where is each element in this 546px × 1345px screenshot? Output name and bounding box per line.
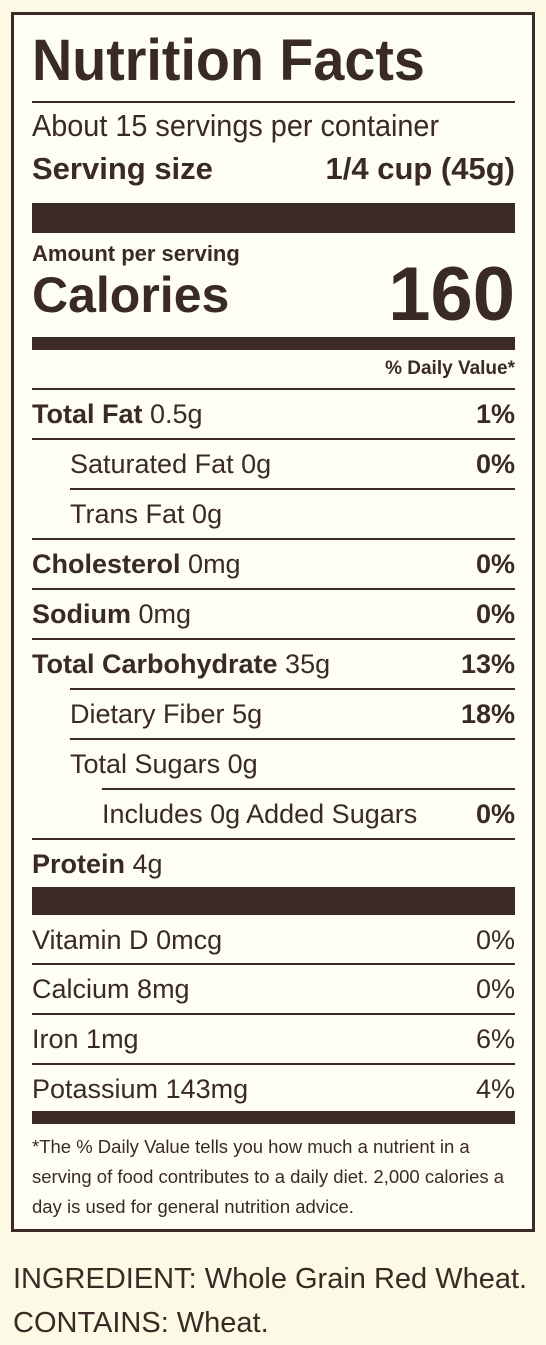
divider-thin: [32, 588, 515, 590]
nutrient-name: Total Sugars: [70, 749, 221, 779]
vitamin-amount: 0mcg: [156, 925, 223, 955]
ingredients-statement: INGREDIENT: Whole Grain Red Wheat. CONTA…: [13, 1263, 528, 1339]
vitamin-amount: 143mg: [165, 1074, 249, 1104]
serving-size-row: Serving size 1/4 cup (45g): [32, 151, 515, 187]
nutrient-row-total-carbohydrate: Total Carbohydrate 35g 13%: [32, 640, 515, 688]
nutrient-amount: 4g: [132, 849, 163, 879]
divider-thin: [32, 438, 515, 440]
nutrient-dv: 0%: [475, 599, 515, 629]
nutrient-row-total-sugars: Total Sugars 0g: [32, 740, 515, 788]
divider-thin: [70, 488, 515, 490]
vitamin-dv: 4%: [475, 1074, 515, 1104]
divider-thin: [32, 963, 515, 965]
nutrient-row-sodium: Sodium 0mg 0%: [32, 590, 515, 638]
nutrient-row-added-sugars: Includes 0g Added Sugars 0%: [32, 790, 515, 838]
nutrient-name: Protein: [32, 849, 126, 879]
serving-size-label: Serving size: [32, 151, 213, 186]
nutrient-row-saturated-fat: Saturated Fat 0g 0%: [32, 440, 515, 488]
vitamin-dv: 6%: [475, 1024, 515, 1054]
amount-per-serving: Amount per serving: [32, 241, 240, 266]
nutrient-row-dietary-fiber: Dietary Fiber 5g 18%: [32, 690, 515, 738]
divider-thin: [32, 538, 515, 540]
nutrient-row-cholesterol: Cholesterol 0mg 0%: [32, 540, 515, 588]
vitamin-amount: 8mg: [137, 974, 190, 1004]
vitamin-row-iron: Iron 1mg 6%: [32, 1015, 515, 1063]
divider-thick: [32, 887, 515, 915]
nutrient-name: Includes 0g Added Sugars: [102, 799, 418, 829]
nutrient-name: Cholesterol: [32, 549, 181, 579]
vitamin-row-vitamin-d: Vitamin D 0mcg 0%: [32, 916, 515, 964]
nutrient-dv: 1%: [475, 399, 515, 429]
nutrient-name: Total Fat: [32, 399, 143, 429]
divider-thin: [32, 388, 515, 390]
nutrient-amount: 0mg: [188, 549, 241, 579]
nutrient-amount: 0mg: [138, 599, 192, 629]
divider-thin: [32, 101, 515, 103]
nutrient-name: Sodium: [32, 599, 131, 629]
nutrient-row-total-fat: Total Fat 0.5g 1%: [32, 390, 515, 438]
nutrient-dv: 18%: [460, 699, 515, 729]
nutrient-amount: 5g: [232, 699, 263, 729]
calories-label: Calories: [32, 267, 230, 323]
nutrient-dv: 0%: [475, 449, 515, 479]
calories-value: 160: [388, 252, 515, 337]
nutrient-amount: 0g: [227, 749, 258, 779]
vitamin-row-calcium: Calcium 8mg 0%: [32, 965, 515, 1013]
nutrition-facts-panel: Nutrition Facts About 15 servings per co…: [11, 12, 535, 1232]
nutrient-dv: 0%: [475, 549, 515, 579]
nutrient-name: Total Carbohydrate: [32, 649, 278, 679]
divider-medium: [32, 337, 515, 350]
divider-thick: [32, 203, 515, 233]
divider-thin: [32, 638, 515, 640]
daily-value-header: % Daily Value*: [385, 358, 515, 379]
vitamin-name: Calcium: [32, 974, 130, 1004]
servings-per-container: About 15 servings per container: [32, 108, 440, 143]
vitamin-name: Vitamin D: [32, 925, 149, 955]
divider-thin: [32, 1063, 515, 1065]
vitamin-dv: 0%: [475, 974, 515, 1004]
divider-medium: [32, 1111, 515, 1124]
divider-thin: [70, 738, 515, 740]
divider-thin: [70, 688, 515, 690]
nutrient-row-trans-fat: Trans Fat 0g: [32, 490, 515, 538]
vitamin-dv: 0%: [475, 925, 515, 955]
vitamin-amount: 1mg: [86, 1024, 139, 1054]
vitamin-name: Potassium: [32, 1074, 159, 1104]
nutrient-dv: 13%: [460, 649, 515, 679]
nutrient-name: Trans Fat: [70, 499, 185, 529]
nutrient-dv: 0%: [475, 799, 515, 829]
divider-thin: [102, 788, 515, 790]
serving-size-value: 1/4 cup (45g): [325, 151, 516, 186]
label-title: Nutrition Facts: [32, 28, 425, 93]
nutrient-amount: 35g: [285, 649, 331, 679]
divider-thin: [32, 1013, 515, 1015]
vitamin-name: Iron: [32, 1024, 79, 1054]
divider-thin: [32, 838, 515, 840]
nutrition-facts-content: Nutrition Facts About 15 servings per co…: [32, 15, 515, 1229]
nutrient-row-protein: Protein 4g: [32, 840, 515, 888]
nutrient-amount: 0g: [241, 449, 272, 479]
nutrient-name: Saturated Fat: [70, 449, 234, 479]
vitamin-row-potassium: Potassium 143mg 4%: [32, 1065, 515, 1113]
nutrient-name: Dietary Fiber: [70, 699, 225, 729]
nutrient-amount: 0.5g: [150, 399, 203, 429]
nutrient-amount: 0g: [192, 499, 223, 529]
daily-value-footnote: *The % Daily Value tells you how much a …: [32, 1136, 505, 1217]
